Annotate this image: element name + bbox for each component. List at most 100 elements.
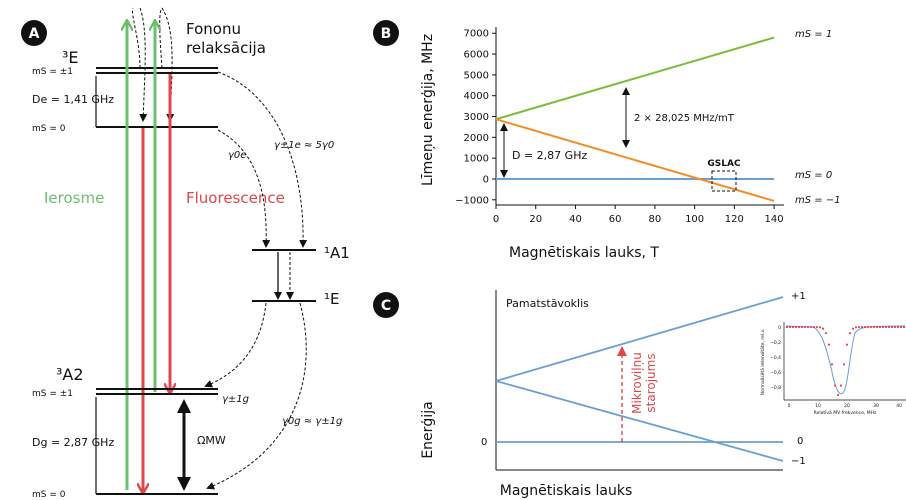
ms-pm1-top-label: mS = ±1 (32, 67, 73, 77)
omega-mw-label: ΩMW (197, 434, 226, 447)
c-line-p1 (495, 296, 784, 382)
c-inset-xlabel: Relatīvā MV frekvence, MHz (814, 410, 877, 416)
b-xtick-label: 60 (609, 214, 622, 225)
c-inset-point (830, 363, 834, 366)
c-mw-label-2: starojums (644, 353, 658, 412)
c-inset-point (860, 325, 864, 329)
c-inset-xtick-1: 10 (815, 403, 821, 409)
b-xtick-label: 20 (529, 214, 542, 225)
b-series-group (495, 36, 775, 202)
c-inset-ytick-0: 0 (778, 325, 781, 331)
c-inset-point (896, 325, 900, 329)
b-gslac-label: GSLAC (707, 159, 741, 169)
c-mw-label-1: Mikroviļņu (630, 352, 644, 414)
c-label-m1: −1 (791, 456, 806, 467)
phonon-loop-2 (139, 7, 148, 122)
svg-text:C: C (381, 298, 391, 314)
c-inset-point (857, 325, 861, 329)
c-inset-point (899, 325, 903, 329)
dg-label: Dg = 2,87 GHz (32, 436, 114, 449)
c-inset-point (800, 325, 804, 329)
isc-gamma0g-curve (206, 302, 307, 490)
c-inset-point (848, 332, 852, 335)
c-inset-ytick-1: −0,2 (770, 340, 781, 346)
b-label-ms1: mS = 1 (795, 29, 832, 40)
panel-b: B Līmeņu enerģija, MHz Magnētiskais lauk… (373, 20, 841, 261)
b-ytick-label: 3000 (464, 112, 489, 123)
ms-pm1-bot-label: mS = ±1 (32, 389, 73, 399)
c-inset-point (794, 325, 798, 329)
c-inset-point (827, 343, 831, 346)
c-inset-point (842, 363, 846, 366)
c-inset-point (902, 325, 906, 329)
c-inset-point (875, 325, 879, 329)
c-inset-xtick-0: 0 (788, 403, 791, 409)
c-inset-point (791, 325, 795, 329)
c-inset-point (854, 326, 858, 329)
c-inset-point (890, 325, 894, 329)
phonon-loop-4 (161, 7, 175, 122)
b-axes: −1000 0 1000 2000 3000 4000 5000 6000 7000 0 20 40 6… (455, 27, 784, 225)
c-inset-ytick-4: −0,8 (770, 385, 781, 391)
c-inset-point (866, 325, 870, 329)
panel-a: A Fononu relaksācija ³E mS = ±1 mS = 0 D… (21, 7, 350, 500)
b-ytick-label: −1000 (455, 195, 489, 206)
c-inset-point (845, 343, 849, 346)
gamma0e-label: γ0e (228, 150, 246, 161)
gamma0g-label: γ0g ≈ γ±1g (282, 416, 342, 427)
b-xtick-label: 80 (649, 214, 662, 225)
c-ylabel: Enerģija (420, 401, 436, 458)
c-inset-point (863, 325, 867, 329)
c-inset-xtick-3: 30 (873, 403, 879, 409)
fluorescence-label: Fluorescence (186, 189, 285, 207)
phonon-label: Fononu (186, 20, 241, 38)
de-label: De = 1,41 GHz (32, 93, 114, 106)
b-xtick-label: 40 (569, 214, 582, 225)
c-y-zero: 0 (481, 437, 487, 448)
b-xtick-label: 0 (493, 214, 499, 225)
c-xlabel: Magnētiskais lauks (500, 483, 633, 499)
c-inset-fit-curve (785, 325, 906, 395)
level-1A1-label: ¹A1 (324, 244, 350, 262)
c-inset-point (893, 325, 897, 329)
b-gslac-box (711, 170, 737, 192)
c-label-p1: +1 (791, 291, 806, 302)
b-xtick-label: 120 (725, 214, 744, 225)
c-inset-point (824, 332, 828, 335)
c-inset-point (785, 325, 789, 329)
badge-a: A (21, 20, 47, 46)
badge-c: C (373, 292, 399, 318)
c-inset-point (818, 326, 822, 329)
gamma-pm1g-label: γ±1g (222, 394, 249, 405)
isc-gamma-pm1e-curve (217, 71, 308, 248)
badge-b: B (373, 20, 399, 46)
b-series-line-2 (495, 118, 775, 202)
c-inset-point (839, 384, 843, 387)
c-inset-point (797, 325, 801, 329)
c-inset-point (815, 325, 819, 329)
level-1E-label: ¹E (324, 290, 340, 308)
c-inset-point (881, 325, 885, 329)
c-label-0: 0 (797, 436, 803, 447)
c-inset-point (833, 384, 837, 387)
c-title: Pamatstāvoklis (506, 297, 589, 310)
isc-gamma-pm1g-curve (204, 302, 267, 388)
c-inset-point (809, 325, 813, 329)
ms-0-top-label: mS = 0 (32, 124, 66, 134)
panel-c: C Pamatstāvoklis Enerģija Magnētiskais l… (373, 290, 906, 499)
c-inset-point (821, 327, 825, 330)
b-label-ms0: mS = 0 (795, 170, 832, 181)
c-inset: Normalizētā intensitāte, rel.v. Relatīvā… (757, 317, 906, 416)
c-line-m1 (495, 380, 784, 462)
b-xtick-label: 140 (765, 214, 784, 225)
c-inset-point (851, 327, 855, 330)
b-ytick-label: 4000 (464, 91, 489, 102)
c-inset-ylabel: Normalizētā intensitāte, rel.v. (760, 329, 766, 396)
b-ytick-label: 5000 (464, 70, 489, 81)
c-inset-xtick-4: 40 (896, 403, 902, 409)
b-label-msm1: mS = −1 (795, 195, 841, 206)
b-slope-label: 2 × 28,025 MHz/mT (634, 113, 735, 124)
b-xtick-label: 100 (685, 214, 704, 225)
c-inset-point (887, 325, 891, 329)
